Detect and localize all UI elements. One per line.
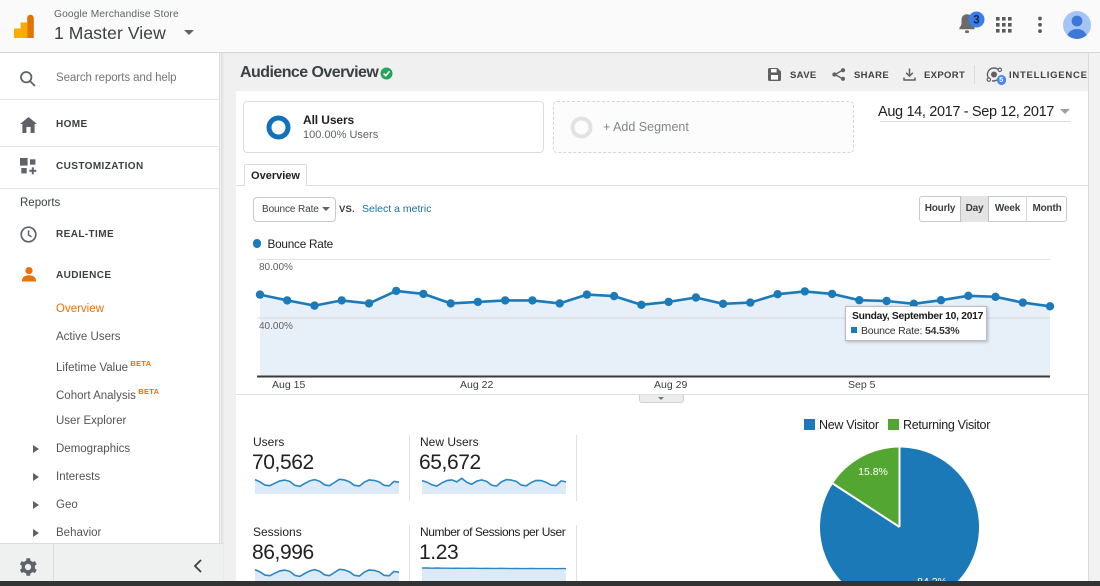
svg-text:3: 3 xyxy=(973,14,979,26)
svg-text:15.8%: 15.8% xyxy=(858,466,888,478)
